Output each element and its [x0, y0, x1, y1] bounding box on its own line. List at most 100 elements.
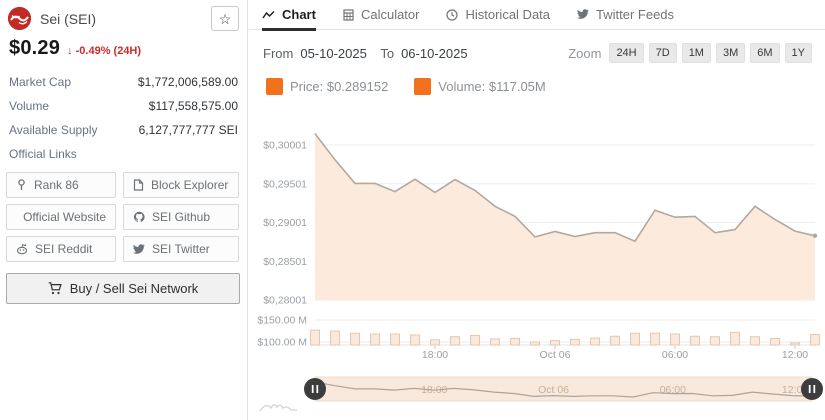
- navigator-handle-right[interactable]: [801, 378, 823, 400]
- rank-button[interactable]: Rank 86: [6, 172, 116, 198]
- twitter-icon: [577, 9, 589, 19]
- coin-change-value: -0.49% (24H): [75, 45, 142, 57]
- volume-bar: [490, 338, 500, 346]
- volume-bar: [670, 333, 680, 346]
- favorite-button[interactable]: ☆: [211, 6, 239, 31]
- tab-label: Historical Data: [465, 7, 551, 22]
- stat-row-official-links: Official Links: [0, 142, 247, 166]
- tab-label: Calculator: [360, 7, 420, 22]
- tab-historical-data[interactable]: Historical Data: [446, 0, 550, 30]
- mountain-sketch-icon: [259, 404, 297, 412]
- coin-name: Sei (SEI): [40, 10, 97, 27]
- tab-calculator[interactable]: Calculator: [343, 0, 420, 30]
- stat-row-volume: Volume $117,558,575.00: [0, 94, 247, 118]
- github-button[interactable]: SEI Github: [123, 204, 239, 230]
- to-label: To: [380, 45, 395, 61]
- calculator-icon: [343, 8, 354, 21]
- volume-bar: [330, 330, 340, 346]
- tab-twitter-feeds[interactable]: Twitter Feeds: [577, 0, 674, 30]
- volume-bar: [430, 339, 440, 346]
- link-label: Block Explorer: [151, 178, 229, 192]
- history-clock-icon: [446, 8, 459, 21]
- legend-item-price[interactable]: Price: $0.289152: [266, 78, 388, 95]
- stat-value: $1,772,006,589.00: [137, 75, 238, 89]
- volume-bar: [570, 338, 580, 346]
- navigator-handle-left[interactable]: [304, 378, 326, 400]
- volume-bar: [410, 334, 420, 346]
- from-date-input[interactable]: [300, 45, 381, 61]
- price-line-series: [314, 133, 816, 243]
- price-volume-chart[interactable]: $0,30001 $0,29501 $0,29001 $0,28501 $0,28001…: [249, 0, 825, 420]
- volume-bar: [370, 333, 380, 346]
- volume-bar: [630, 332, 640, 346]
- official-website-button[interactable]: Official Website: [6, 204, 116, 230]
- zoom-24h-button[interactable]: 24H: [609, 43, 644, 63]
- zoom-6m-button[interactable]: 6M: [750, 43, 780, 63]
- zoom-1y-button[interactable]: 1Y: [784, 43, 812, 63]
- volume-bar: [470, 334, 480, 346]
- price-row: $0.29 ↓ -0.49% (24H): [0, 33, 247, 70]
- chart-panel: Chart Calculator Historical Data Twitter…: [249, 0, 825, 420]
- link-label: SEI Twitter: [152, 242, 210, 256]
- tab-label: Twitter Feeds: [596, 7, 675, 22]
- legend-item-volume[interactable]: Volume: $117.05M: [414, 78, 546, 95]
- volume-bar: [770, 337, 780, 346]
- svg-text:12:0: 12:0: [782, 384, 803, 396]
- tab-label: Chart: [282, 7, 316, 22]
- volume-bar: [590, 337, 600, 346]
- stat-label: Market Cap: [9, 75, 72, 89]
- github-icon: [133, 211, 145, 222]
- link-label: Official Website: [23, 210, 106, 224]
- to-date-input[interactable]: [401, 45, 482, 61]
- svg-text:18:00: 18:00: [422, 349, 448, 361]
- chart-legend: Price: $0.289152 Volume: $117.05M: [249, 63, 825, 95]
- official-links-grid: Rank 86 Block Explorer Official Website …: [0, 166, 247, 262]
- twitter-button[interactable]: SEI Twitter: [123, 236, 239, 262]
- stat-label: Available Supply: [9, 123, 98, 137]
- volume-bar: [610, 335, 620, 346]
- coin-sidebar: Sei (SEI) ☆ $0.29 ↓ -0.49% (24H) Market …: [0, 0, 248, 420]
- svg-text:$0,28501: $0,28501: [263, 256, 307, 268]
- stat-value: 6,127,777,777 SEI: [138, 123, 238, 137]
- sei-logo-icon: [8, 7, 31, 30]
- stat-row-market-cap: Market Cap $1,772,006,589.00: [0, 70, 247, 94]
- star-icon: ☆: [218, 10, 232, 27]
- volume-bar: [710, 336, 720, 346]
- twitter-icon: [133, 243, 145, 254]
- svg-text:$0,29001: $0,29001: [263, 217, 307, 229]
- svg-text:$0,30001: $0,30001: [263, 140, 307, 152]
- svg-text:Oct 06: Oct 06: [538, 384, 569, 396]
- stat-value: $117,558,575.00: [148, 99, 238, 113]
- tab-chart[interactable]: Chart: [262, 0, 316, 31]
- price-swatch-icon: [266, 78, 283, 95]
- svg-text:$0,29501: $0,29501: [263, 178, 307, 190]
- from-label: From: [263, 45, 294, 61]
- zoom-label: Zoom: [568, 45, 602, 61]
- down-arrow-icon: ↓: [67, 45, 73, 57]
- svg-text:$150.00 M: $150.00 M: [257, 315, 307, 327]
- svg-text:06:00: 06:00: [660, 384, 686, 396]
- stat-label: Official Links: [9, 147, 77, 161]
- zoom-1m-button[interactable]: 1M: [681, 43, 711, 63]
- cart-icon: [48, 282, 62, 295]
- block-explorer-button[interactable]: Block Explorer: [123, 172, 239, 198]
- volume-bar: [450, 336, 460, 346]
- link-label: SEI Github: [152, 210, 211, 224]
- volume-bar: [810, 334, 820, 346]
- volume-bar: [510, 337, 520, 346]
- legend-price-label: Price: $0.289152: [290, 79, 389, 94]
- volume-bar: [790, 342, 800, 346]
- volume-bar: [690, 335, 700, 346]
- buy-sell-label: Buy / Sell Sei Network: [69, 281, 199, 296]
- zoom-7d-button[interactable]: 7D: [648, 43, 677, 63]
- volume-bar: [390, 333, 400, 346]
- zoom-3m-button[interactable]: 3M: [715, 43, 746, 63]
- volume-bar: [650, 332, 660, 346]
- pin-icon: [18, 179, 25, 190]
- volume-bar: [750, 336, 760, 346]
- buy-sell-button[interactable]: Buy / Sell Sei Network: [6, 273, 240, 304]
- svg-text:$100.00 M: $100.00 M: [257, 337, 307, 349]
- reddit-button[interactable]: SEI Reddit: [6, 236, 116, 262]
- svg-text:Oct 06: Oct 06: [540, 349, 571, 361]
- svg-text:12:00: 12:00: [782, 349, 808, 361]
